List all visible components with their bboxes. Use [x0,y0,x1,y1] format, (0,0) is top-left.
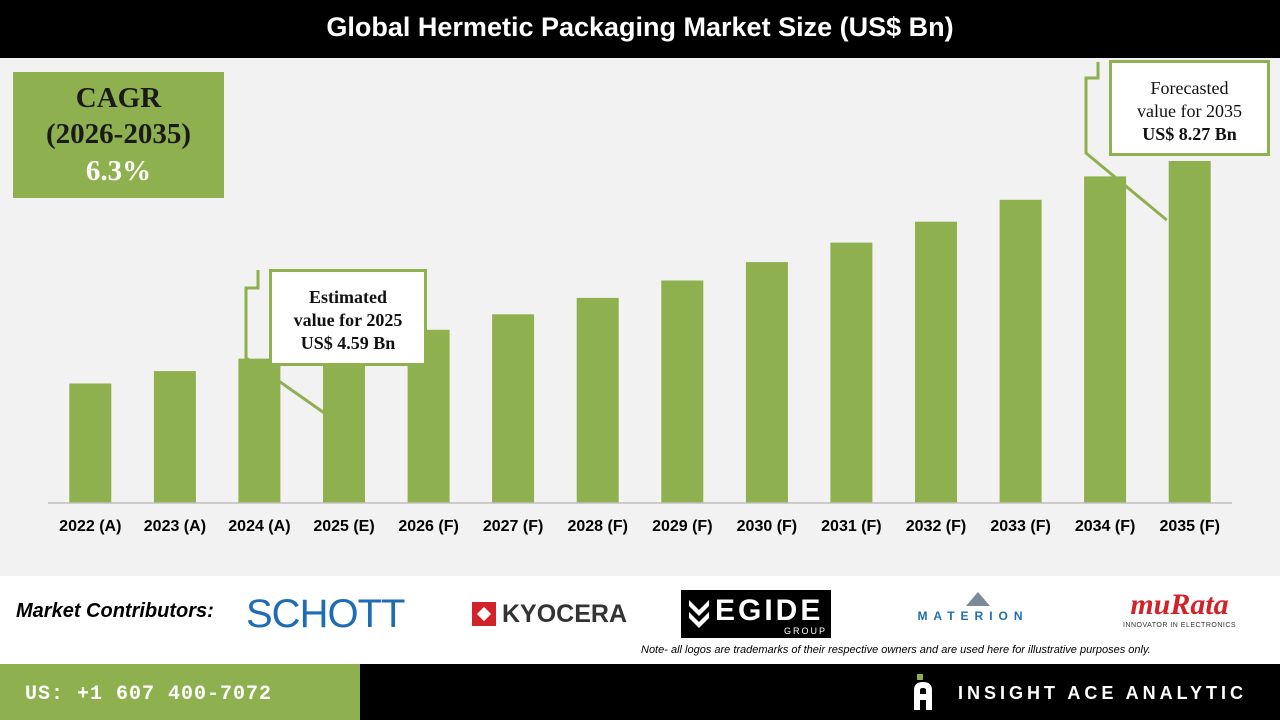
bar-1 [153,371,196,503]
forecasted-line3: US$ 8.27 Bn [1142,124,1237,144]
x-tick-label-13: 2035 (F) [1159,518,1219,535]
estimated-line2: value for 2025 [293,310,403,330]
x-tick-label-8: 2030 (F) [737,518,797,535]
x-tick-label-12: 2034 (F) [1075,518,1135,535]
x-tick-label-6: 2028 (F) [567,518,627,535]
x-tick-label-2: 2024 (A) [228,518,290,535]
trademark-note: Note- all logos are trademarks of their … [641,644,1151,656]
forecasted-callout: Forecasted value for 2035 US$ 8.27 Bn [1109,60,1270,156]
bar-2 [238,358,281,503]
materion-logo-text: MATERION [917,609,1029,623]
materion-mark-icon [966,592,990,606]
egide-mark-icon [689,600,709,628]
bar-12 [1084,176,1127,503]
kyocera-logo-text: KYOCERA [502,600,628,628]
footer-contact: US: +1 607 400-7072 [0,664,360,720]
murata-logo-sub: INNOVATOR IN ELECTRONICS [1122,622,1237,629]
egide-logo-text: EGIDE [715,594,824,627]
brand-logo-icon [914,674,932,710]
bar-5 [492,314,535,503]
footer-brand: INSIGHT ACE ANALYTIC [360,664,1280,720]
x-tick-label-9: 2031 (F) [821,518,881,535]
x-tick-label-10: 2032 (F) [906,518,966,535]
murata-logo-text: muRata [1130,588,1229,621]
x-tick-label-1: 2023 (A) [144,518,206,535]
cagr-value: 6.3% [85,155,152,187]
bar-13 [1168,161,1211,503]
forecasted-line1: Forecasted [1150,78,1229,98]
bar-0 [69,383,112,503]
x-tick-label-3: 2025 (E) [313,518,374,535]
cagr-period: (2026-2035) [46,118,191,150]
estimated-line1: Estimated [309,287,387,307]
estimated-line3: US$ 4.59 Bn [300,333,396,353]
title-bar: Global Hermetic Packaging Market Size (U… [0,0,1280,58]
bar-11 [999,199,1042,504]
forecasted-line2: value for 2035 [1137,101,1242,121]
bar-10 [915,221,957,503]
x-tick-label-0: 2022 (A) [59,518,121,535]
x-tick-label-11: 2033 (F) [990,518,1050,535]
murata-logo: muRata INNOVATOR IN ELECTRONICS [1117,588,1242,634]
phone-number: US: +1 607 400-7072 [25,683,273,706]
brand-name: INSIGHT ACE ANALYTIC [958,683,1248,703]
egide-logo-sub: GROUP [783,626,827,636]
bar-6 [576,297,619,503]
schott-logo: SCHOTT [246,592,405,636]
bar-7 [661,280,704,503]
x-tick-label-7: 2029 (F) [652,518,712,535]
bar-9 [830,242,873,503]
forecasted-connector [1084,62,1168,222]
x-tick-label-5: 2027 (F) [483,518,543,535]
cagr-box: CAGR (2026-2035) 6.3% [13,72,224,198]
materion-logo: MATERION [912,592,1034,626]
bar-chart: 2022 (A) 2023 (A) 2024 (A) 2025 (E) 2026 (F)… [48,62,1232,535]
estimated-connector [244,270,341,426]
page-title: Global Hermetic Packaging Market Size (U… [326,12,954,42]
estimated-callout: Estimated value for 2025 US$ 4.59 Bn [269,269,427,366]
cagr-label: CAGR [75,82,162,114]
bar-3 [323,344,365,503]
contributors-label: Market Contributors: [16,600,214,622]
x-tick-label-4: 2026 (F) [398,518,458,535]
egide-logo: EGIDE GROUP [681,590,831,638]
bar-8 [745,262,788,503]
kyocera-mark-icon [472,602,496,626]
